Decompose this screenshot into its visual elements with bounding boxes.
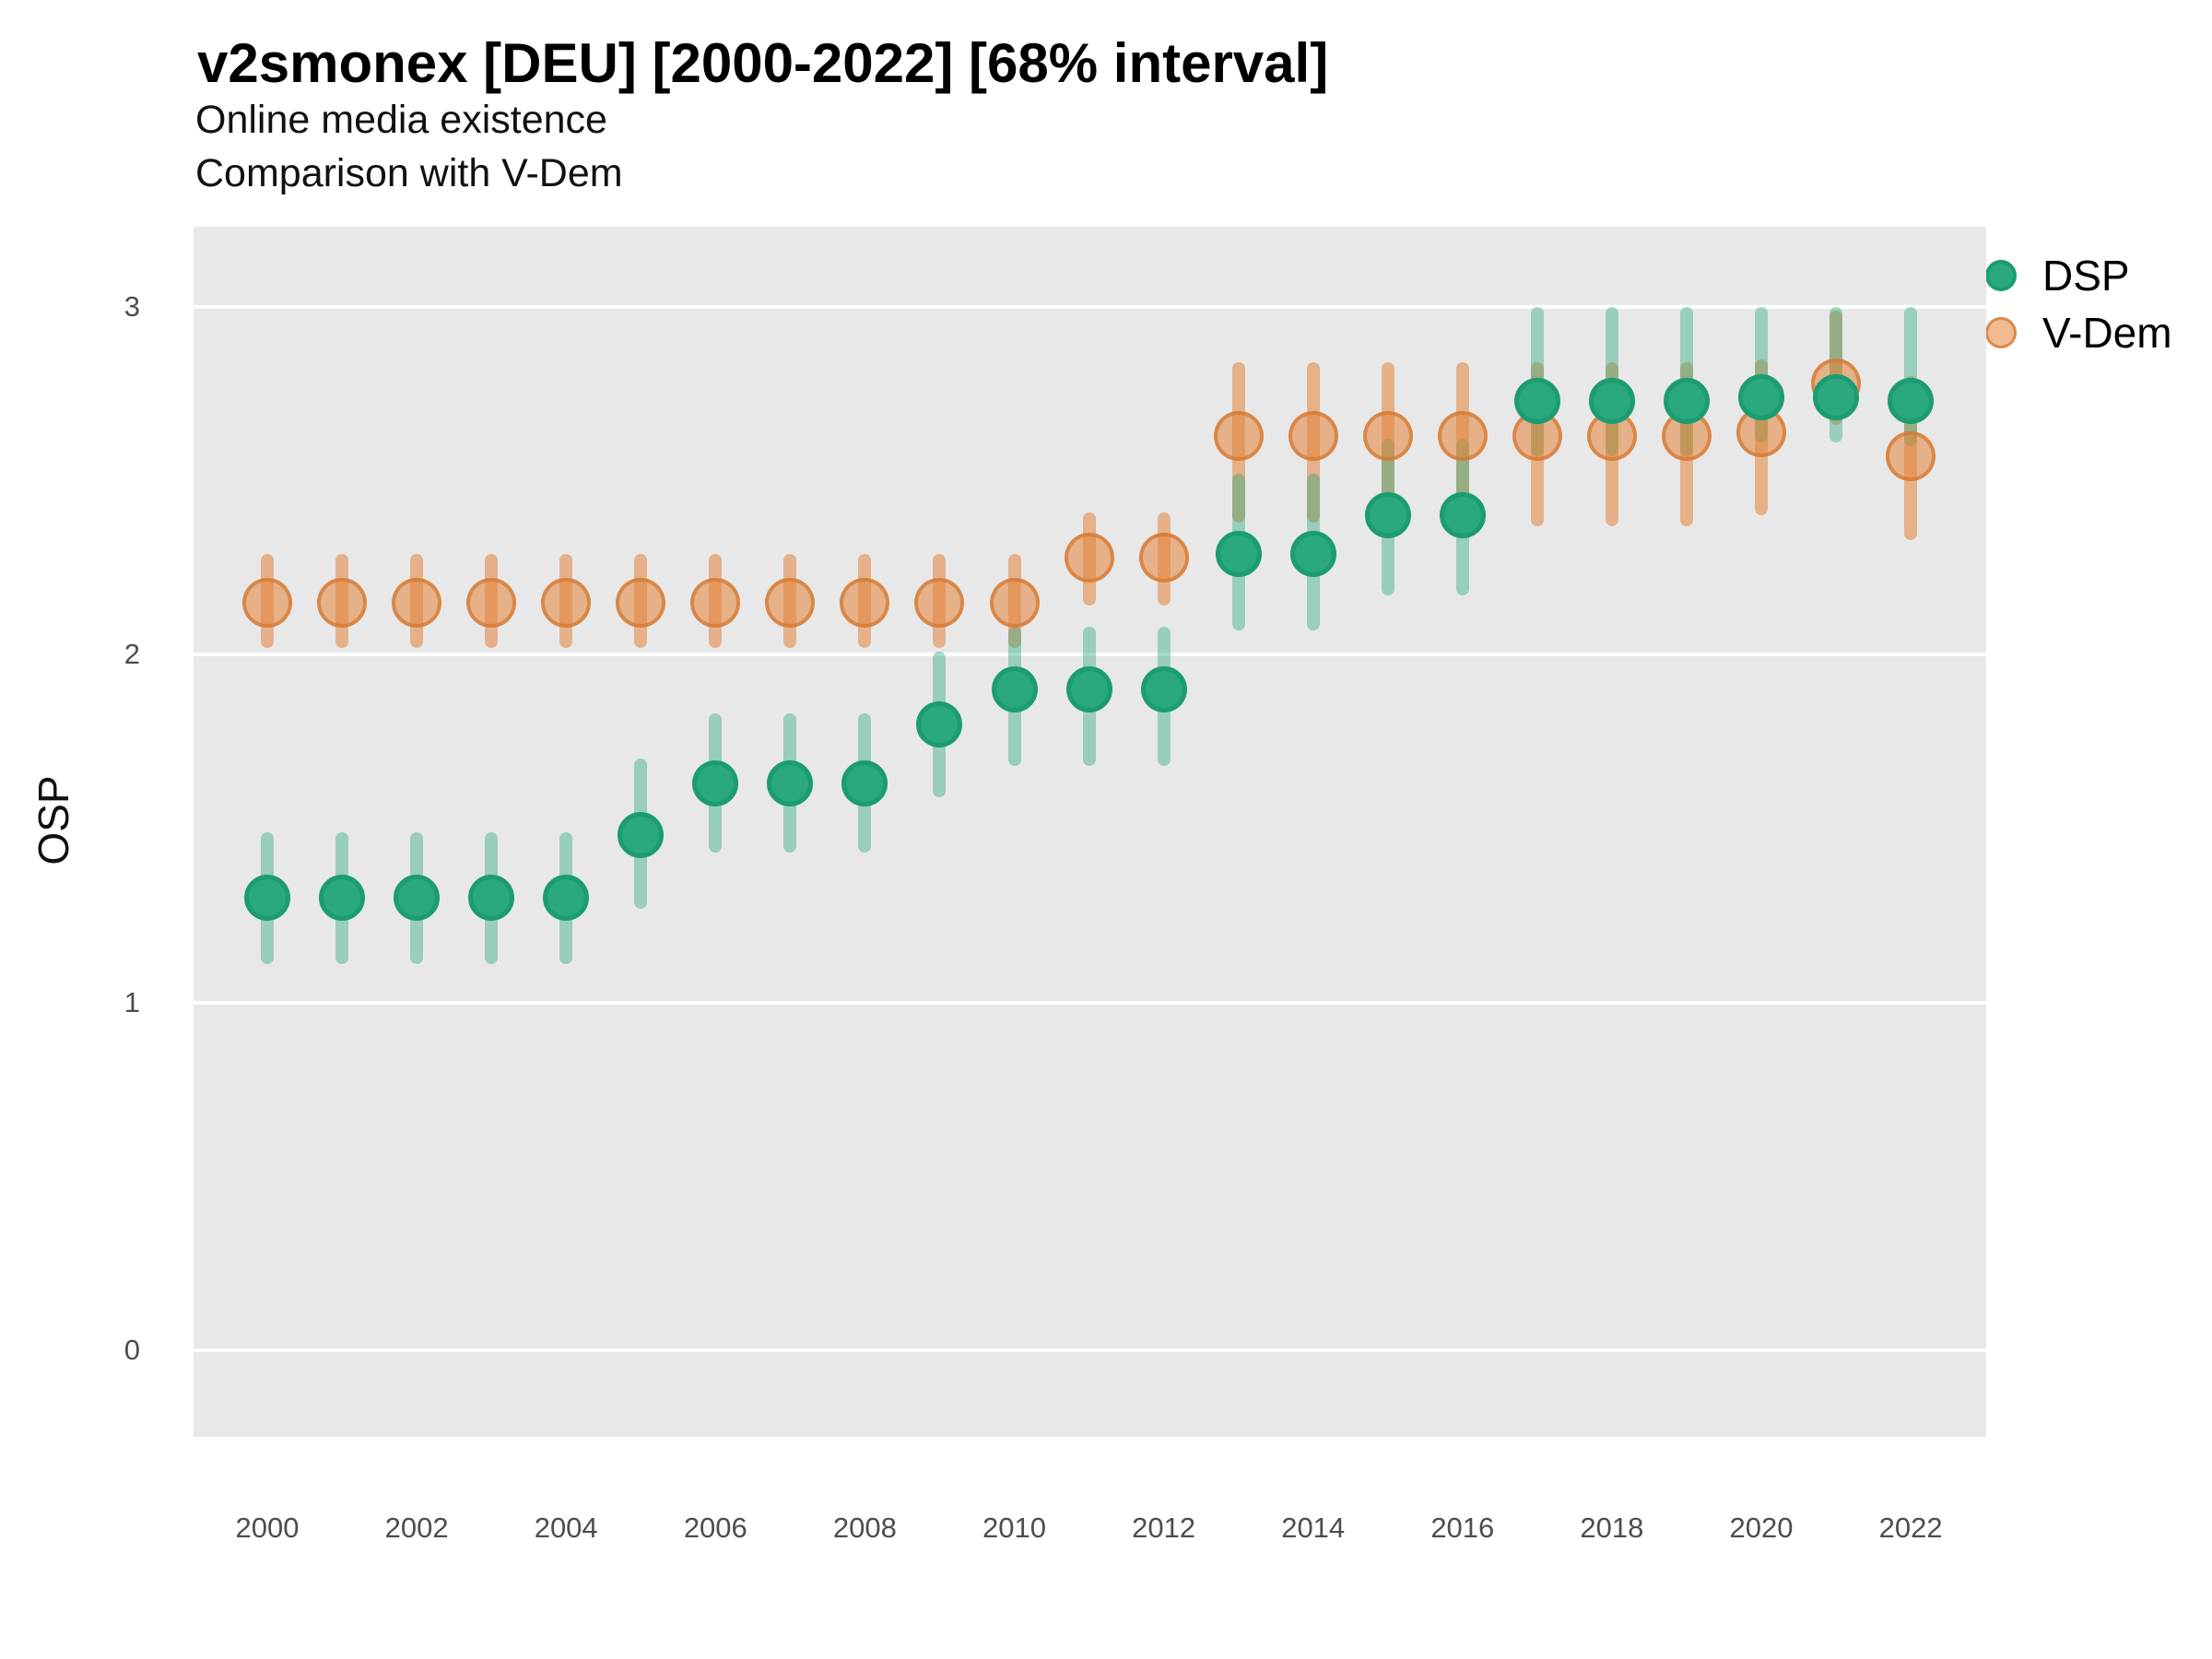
y-tick-label-3: 3 [124, 290, 140, 323]
chart-title: v2smonex [DEU] [2000-2022] [68% interval… [197, 32, 1329, 94]
point-dsp-2014 [1289, 530, 1336, 577]
point-vdem-2014 [1288, 410, 1338, 461]
x-tick-label-2016: 2016 [1430, 1512, 1495, 1544]
point-vdem-2022 [1886, 431, 1936, 482]
x-tick-label-2010: 2010 [982, 1512, 1046, 1544]
x-tick-label-2018: 2018 [1580, 1512, 1644, 1544]
chart-subtitle-line1: Online media existence [195, 98, 607, 142]
point-vdem-2020 [1736, 406, 1786, 457]
point-vdem-2006 [690, 577, 741, 628]
point-vdem-2011 [1064, 532, 1114, 582]
x-tick-label-2006: 2006 [683, 1512, 747, 1544]
point-dsp-2009 [916, 700, 963, 747]
point-vdem-2001 [317, 577, 368, 628]
point-dsp-2002 [394, 875, 441, 922]
gridline-y-3 [194, 305, 1986, 309]
point-vdem-2000 [242, 577, 292, 628]
y-tick-label-0: 0 [124, 1333, 140, 1366]
point-dsp-2006 [692, 759, 739, 806]
point-dsp-2013 [1215, 530, 1262, 577]
legend-vdem-dot-icon [1985, 317, 2017, 348]
point-vdem-2012 [1138, 532, 1189, 582]
point-dsp-2015 [1364, 492, 1411, 539]
x-tick-label-2014: 2014 [1281, 1512, 1346, 1544]
point-dsp-2001 [319, 875, 366, 922]
legend-dsp-dot-icon [1985, 260, 2017, 291]
gridline-y-2 [194, 653, 1986, 657]
chart-subtitle-line2: Comparison with V-Dem [195, 151, 623, 195]
point-dsp-2016 [1439, 492, 1486, 539]
y-tick-label-1: 1 [124, 985, 140, 1018]
point-vdem-2013 [1213, 410, 1264, 461]
legend-item-vdem: V-Dem [1985, 304, 2172, 361]
x-tick-label-2020: 2020 [1729, 1512, 1794, 1544]
point-vdem-2009 [914, 577, 965, 628]
point-vdem-2003 [466, 577, 517, 628]
point-vdem-2002 [392, 577, 442, 628]
point-vdem-2019 [1661, 410, 1712, 461]
point-vdem-2007 [765, 577, 816, 628]
point-vdem-2015 [1362, 410, 1413, 461]
x-tick-label-2002: 2002 [384, 1512, 449, 1544]
point-dsp-2005 [618, 812, 665, 859]
point-dsp-2018 [1588, 377, 1635, 424]
point-dsp-2003 [468, 875, 515, 922]
point-dsp-2011 [1065, 666, 1112, 713]
point-vdem-2016 [1437, 410, 1488, 461]
point-dsp-2020 [1738, 374, 1784, 421]
x-tick-label-2012: 2012 [1132, 1512, 1196, 1544]
gridline-y-1 [194, 1000, 1986, 1005]
legend: DSP V-Dem [1985, 247, 2172, 361]
point-dsp-2000 [244, 875, 290, 922]
point-dsp-2019 [1663, 377, 1710, 424]
point-dsp-2017 [1513, 377, 1560, 424]
point-vdem-2004 [541, 577, 592, 628]
x-tick-label-2008: 2008 [832, 1512, 897, 1544]
point-dsp-2010 [991, 666, 1038, 713]
error-bar-dsp-2022 [1904, 307, 1918, 446]
point-vdem-2005 [616, 577, 666, 628]
point-dsp-2022 [1888, 377, 1935, 424]
point-vdem-2010 [989, 577, 1040, 628]
x-tick-label-2000: 2000 [235, 1512, 300, 1544]
gridline-y-0 [194, 1347, 1986, 1352]
y-tick-label-2: 2 [124, 638, 140, 671]
legend-dsp-label: DSP [2042, 252, 2130, 300]
legend-item-dsp: DSP [1985, 247, 2172, 304]
y-axis-title: OSP [29, 775, 77, 865]
legend-vdem-label: V-Dem [2042, 309, 2172, 357]
point-dsp-2008 [841, 759, 888, 806]
point-vdem-2008 [840, 577, 890, 628]
point-dsp-2007 [767, 759, 814, 806]
x-tick-label-2022: 2022 [1878, 1512, 1943, 1544]
plot-panel [194, 227, 1986, 1437]
point-dsp-2012 [1140, 666, 1187, 713]
point-dsp-2004 [543, 875, 590, 922]
x-tick-label-2004: 2004 [534, 1512, 598, 1544]
point-dsp-2021 [1813, 374, 1860, 421]
